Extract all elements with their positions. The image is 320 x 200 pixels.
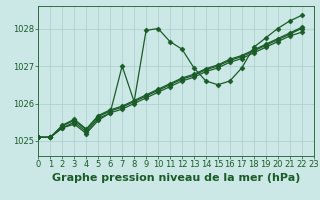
- X-axis label: Graphe pression niveau de la mer (hPa): Graphe pression niveau de la mer (hPa): [52, 173, 300, 183]
